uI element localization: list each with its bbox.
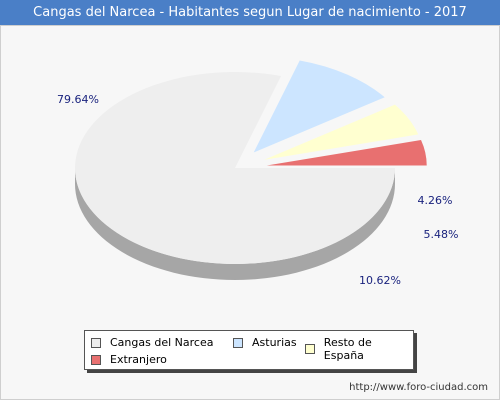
slice-2 [263, 104, 419, 160]
legend-item-1: Asturias [233, 336, 297, 349]
chart-title: Cangas del Narcea - Habitantes segun Lug… [0, 0, 500, 25]
legend-item-2: Resto de España [305, 336, 413, 362]
slice-1 [253, 60, 385, 153]
data-label-0: 79.64% [57, 93, 99, 106]
data-label-1: 10.62% [359, 274, 401, 287]
legend-item-3: Extranjero [91, 353, 167, 366]
legend-label-2: Resto de España [323, 336, 372, 362]
legend-label-1: Asturias [252, 336, 297, 349]
data-label-2: 5.48% [424, 228, 459, 241]
source-url: http://www.foro-ciudad.com [349, 382, 488, 393]
data-label-3: 4.26% [418, 194, 453, 207]
legend-label-0: Cangas del Narcea [110, 336, 214, 349]
slice-0 [75, 72, 395, 264]
legend-swatch-1 [233, 337, 243, 348]
legend-swatch-2 [305, 344, 315, 354]
legend-item-0: Cangas del Narcea [91, 336, 213, 349]
legend-swatch-0 [91, 337, 101, 348]
slice-3 [266, 140, 427, 166]
legend-swatch-3 [91, 354, 101, 365]
legend: Cangas del Narcea Asturias Resto de España… [84, 330, 414, 370]
slice-side-0 [75, 168, 395, 280]
legend-label-3: Extranjero [110, 353, 167, 366]
